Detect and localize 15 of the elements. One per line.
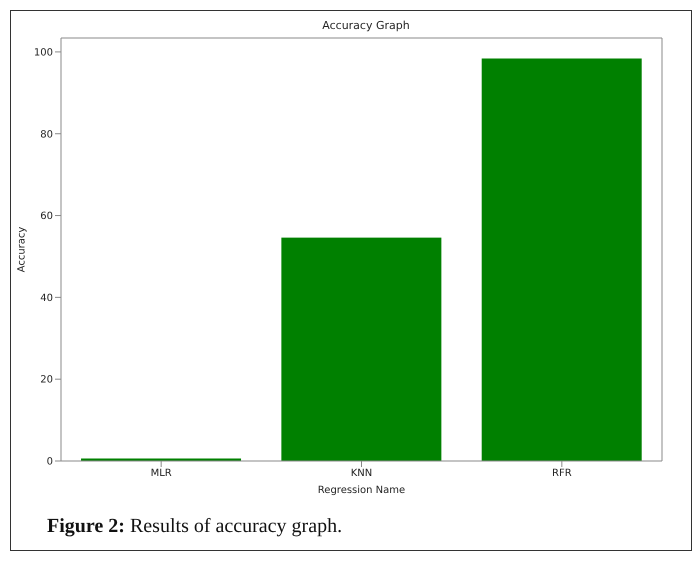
y-tick-label: 40 bbox=[40, 292, 53, 304]
caption: Figure 2: Results of accuracy graph. bbox=[47, 515, 342, 537]
y-tick-label: 60 bbox=[40, 211, 53, 222]
y-tick-label: 80 bbox=[40, 129, 53, 140]
chart-title: Accuracy Graph bbox=[322, 19, 410, 32]
x-tick-label: RFR bbox=[552, 468, 572, 480]
x-tick-label: KNN bbox=[350, 468, 372, 480]
y-tick-label: 100 bbox=[34, 47, 53, 58]
x-axis-title: Regression Name bbox=[318, 485, 406, 496]
y-tick-label: 20 bbox=[40, 374, 53, 386]
y-tick-label: 0 bbox=[46, 456, 53, 468]
y-axis-title: Accuracy bbox=[16, 226, 28, 272]
bar bbox=[281, 238, 442, 461]
x-tick-label: MLR bbox=[150, 468, 172, 480]
bar bbox=[482, 58, 642, 461]
